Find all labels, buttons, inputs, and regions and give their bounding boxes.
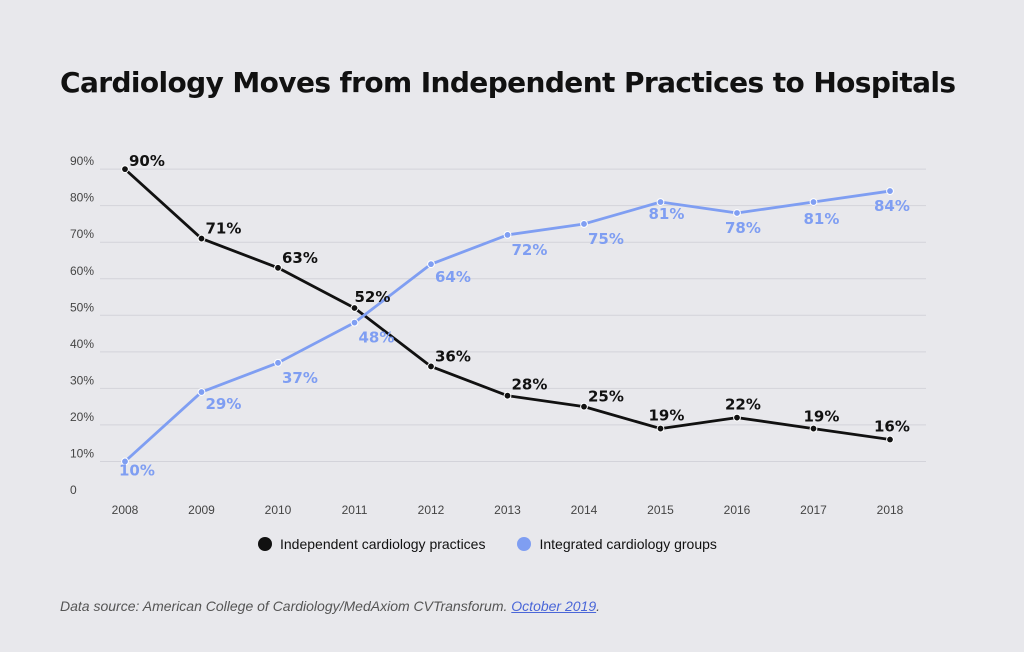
series-points: [121, 165, 894, 466]
y-tick-label: 30%: [70, 373, 94, 387]
data-point: [197, 388, 206, 396]
data-point: [733, 209, 741, 217]
data-point: [197, 234, 206, 243]
x-tick-label: 2018: [877, 503, 904, 517]
data-point: [733, 413, 741, 422]
y-tick-label: 70%: [70, 227, 94, 241]
x-tick-label: 2012: [418, 503, 445, 517]
data-point: [274, 358, 282, 367]
line-chart: 0 10% 20% 30% 40% 50% 60% 70% 80% 90% 2008 2009 201…: [70, 152, 926, 517]
x-tick-label: 2015: [647, 503, 674, 517]
data-label: 71%: [206, 220, 242, 238]
chart-title: Cardiology Moves from Independent Practi…: [60, 66, 956, 99]
data-label: 25%: [588, 388, 624, 406]
data-label: 22%: [725, 396, 761, 414]
data-point: [274, 263, 282, 272]
data-source-note: Data source: American College of Cardiol…: [60, 598, 600, 614]
data-label: 90%: [129, 152, 165, 170]
data-label: 37%: [282, 369, 318, 387]
x-tick-label: 2017: [800, 503, 827, 517]
data-labels: 90% 71% 63% 52% 36% 28% 25% 19% 22% 19% 16% 10% 29% 3…: [119, 152, 910, 479]
data-point: [580, 220, 588, 228]
data-label: 48%: [359, 329, 395, 347]
source-suffix: .: [596, 598, 601, 614]
data-point: [503, 231, 512, 239]
x-tick-label: 2010: [265, 503, 292, 517]
data-point: [350, 304, 359, 312]
data-point: [886, 435, 894, 444]
data-label: 81%: [804, 210, 840, 228]
legend-label-independent: Independent cardiology practices: [280, 536, 486, 552]
data-point: [656, 424, 665, 433]
legend-swatch-independent: [258, 537, 272, 551]
data-label: 29%: [206, 395, 242, 413]
x-tick-label: 2008: [112, 503, 139, 517]
data-label: 10%: [119, 461, 155, 479]
x-tick-label: 2011: [342, 503, 368, 517]
y-tick-label: 80%: [70, 191, 94, 205]
data-point: [350, 318, 359, 327]
data-label: 72%: [512, 241, 548, 259]
x-tick-label: 2016: [724, 503, 751, 517]
data-point: [809, 198, 818, 206]
data-point: [656, 198, 665, 206]
data-label: 16%: [874, 418, 910, 436]
data-point: [427, 362, 435, 371]
data-label: 19%: [649, 407, 685, 425]
y-tick-label: 90%: [70, 154, 94, 168]
data-label: 19%: [804, 408, 840, 426]
data-point: [809, 424, 818, 433]
data-point: [121, 165, 129, 174]
data-label: 63%: [282, 249, 318, 267]
x-axis-ticks: 2008 2009 2010 2011 2012 2013 2014 2015 2016 2017…: [112, 503, 904, 517]
data-label: 28%: [512, 376, 548, 394]
data-label: 64%: [435, 268, 471, 286]
source-link[interactable]: October 2019: [511, 598, 597, 614]
gridlines: [100, 168, 926, 462]
source-prefix: Data source: American College of Cardiol…: [60, 598, 512, 614]
legend: Independent cardiology practices Integra…: [258, 536, 717, 552]
data-label: 52%: [355, 288, 391, 306]
y-tick-label: 20%: [70, 410, 94, 424]
y-tick-label: 60%: [70, 264, 94, 278]
y-tick-label: 50%: [70, 300, 94, 314]
x-tick-label: 2014: [571, 503, 598, 517]
data-point: [503, 391, 512, 400]
y-axis-ticks: 0 10% 20% 30% 40% 50% 60% 70% 80% 90%: [70, 154, 94, 497]
data-label: 81%: [649, 205, 685, 223]
legend-item-integrated: Integrated cardiology groups: [517, 536, 717, 552]
data-label: 75%: [588, 230, 624, 248]
data-label: 78%: [725, 219, 761, 237]
legend-item-independent: Independent cardiology practices: [258, 536, 485, 552]
y-tick-label: 10%: [70, 446, 94, 460]
y-tick-label: 40%: [70, 337, 94, 351]
data-label: 84%: [874, 197, 910, 215]
legend-label-integrated: Integrated cardiology groups: [539, 536, 717, 552]
y-tick-label: 0: [70, 483, 77, 497]
data-label: 36%: [435, 347, 471, 365]
data-point: [886, 187, 894, 195]
data-point: [121, 457, 129, 466]
data-point: [580, 402, 588, 411]
data-point: [427, 260, 435, 269]
legend-swatch-integrated: [517, 537, 532, 551]
x-tick-label: 2009: [188, 503, 215, 517]
x-tick-label: 2013: [494, 503, 521, 517]
